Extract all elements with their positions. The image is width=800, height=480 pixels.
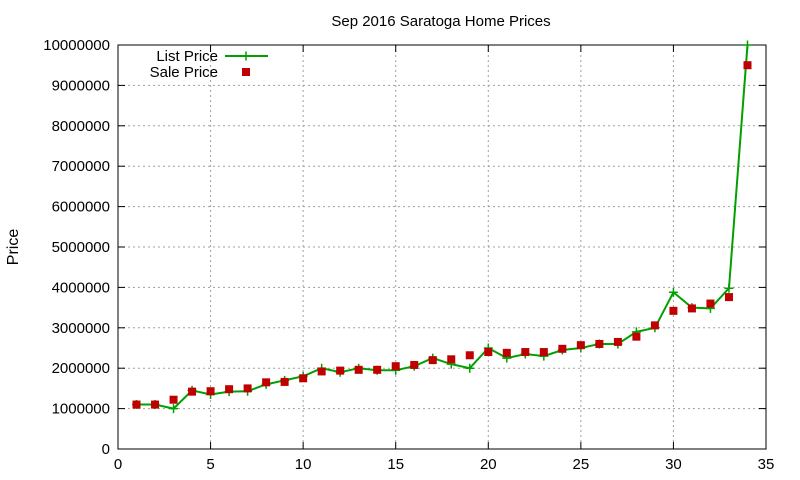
y-axis-label: Price	[5, 229, 22, 266]
sale-price-point	[280, 377, 289, 386]
y-tick-label: 8000000	[52, 118, 110, 135]
series-sale-price	[132, 61, 752, 409]
list-price-point	[742, 40, 752, 50]
x-tick-label: 15	[387, 456, 404, 473]
list-price-point	[169, 404, 179, 414]
sale-price-point	[724, 293, 733, 302]
sale-price-point	[336, 366, 345, 375]
y-tick-label: 3000000	[52, 320, 110, 337]
y-tick-label: 9000000	[52, 77, 110, 94]
sale-price-point	[262, 378, 271, 387]
sale-price-point	[243, 384, 252, 393]
y-tick-label: 10000000	[43, 37, 110, 54]
x-tick-label: 20	[480, 456, 497, 473]
list-price-point	[668, 287, 678, 297]
sale-price-point	[206, 387, 215, 396]
y-tick-label: 7000000	[52, 158, 110, 175]
legend-label: List Price	[156, 48, 218, 65]
legend-plus-swatch	[241, 51, 251, 61]
sale-price-point	[558, 344, 567, 353]
sale-price-point	[650, 321, 659, 330]
sale-price-point	[410, 360, 419, 369]
x-tick-label: 30	[665, 456, 682, 473]
chart-title: Sep 2016 Saratoga Home Prices	[331, 13, 550, 30]
x-tick-label: 5	[206, 456, 214, 473]
x-tick-label: 35	[758, 456, 775, 473]
sale-price-point	[521, 348, 530, 357]
sale-price-point	[613, 337, 622, 346]
sale-price-point	[169, 395, 178, 404]
sale-price-point	[428, 356, 437, 365]
sale-price-point	[595, 339, 604, 348]
x-tick-label: 25	[573, 456, 590, 473]
sale-price-point	[391, 362, 400, 371]
legend-square-swatch	[242, 68, 250, 76]
series-list-price	[132, 40, 752, 414]
sale-price-point	[447, 355, 456, 364]
sale-price-point	[465, 351, 474, 360]
series-layer	[132, 40, 752, 414]
sale-price-point	[188, 387, 197, 396]
y-tick-label: 0	[102, 441, 110, 458]
sale-price-point	[576, 341, 585, 350]
list-price-point	[724, 283, 734, 293]
x-tick-label: 0	[114, 456, 122, 473]
sale-price-point	[669, 306, 678, 315]
grid	[118, 45, 766, 449]
sale-price-point	[743, 61, 752, 70]
sale-price-point	[502, 348, 511, 357]
sale-price-point	[225, 385, 234, 394]
sale-price-point	[539, 348, 548, 357]
y-tick-label: 5000000	[52, 239, 110, 256]
sale-price-point	[132, 400, 141, 409]
sale-price-point	[706, 299, 715, 308]
sale-price-point	[151, 400, 160, 409]
sale-price-point	[317, 367, 326, 376]
sale-price-point	[632, 332, 641, 341]
sale-price-point	[299, 374, 308, 383]
x-tick-label: 10	[295, 456, 312, 473]
legend-label: Sale Price	[150, 64, 218, 81]
ticks: 0 1000000 2000000 3000000 4000000 5000000 6000…	[43, 37, 774, 473]
sale-price-point	[484, 348, 493, 357]
sale-price-point	[687, 304, 696, 313]
y-tick-label: 2000000	[52, 360, 110, 377]
sale-price-point	[354, 365, 363, 374]
list-price-line	[136, 44, 749, 410]
sale-price-point	[373, 365, 382, 374]
y-tick-label: 4000000	[52, 279, 110, 296]
y-tick-label: 1000000	[52, 401, 110, 418]
list-price-point	[465, 363, 475, 373]
y-tick-label: 6000000	[52, 199, 110, 216]
